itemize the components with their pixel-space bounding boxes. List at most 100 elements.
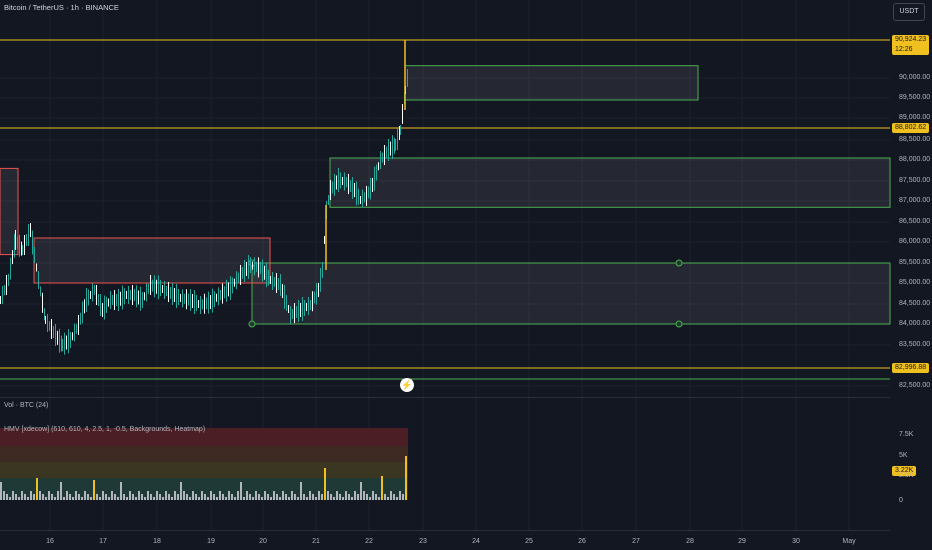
volume-bar [252, 497, 254, 500]
volume-bar [285, 494, 287, 500]
time-axis-tick: 17 [99, 538, 107, 545]
volume-bar [84, 491, 86, 500]
volume-bar [303, 494, 305, 500]
volume-bar [120, 482, 122, 500]
volume-bar [228, 491, 230, 500]
volume-bar [147, 491, 149, 500]
volume-bar [348, 494, 350, 500]
price-axis-tick: 83,500.00 [899, 341, 931, 348]
volume-bar [48, 491, 50, 500]
hmv-indicator-label[interactable]: HMV [xdecow] (610, 610, 4, 2.5, 1, -0.5,… [4, 426, 206, 433]
time-axis-tick: 22 [365, 538, 373, 545]
volume-bar [390, 491, 392, 500]
time-axis-tick: 16 [46, 538, 54, 545]
heatmap-band [0, 446, 408, 462]
volume-bar [111, 491, 113, 500]
volume-bar [165, 491, 167, 500]
volume-bar [93, 480, 95, 500]
volume-bar [42, 494, 44, 500]
volume-bar [222, 494, 224, 500]
price-axis-tick: 88,000.00 [899, 156, 931, 163]
volume-bar [75, 491, 77, 500]
volume-bar [231, 494, 233, 500]
volume-bar [0, 482, 2, 500]
volume-bar [15, 494, 17, 500]
volume-bar [21, 491, 23, 500]
volume-bar [198, 497, 200, 500]
volume-bar [375, 494, 377, 500]
currency-selector[interactable]: USDT [893, 3, 925, 21]
volume-bar [219, 491, 221, 500]
volume-bar [261, 497, 263, 500]
volume-bar [162, 497, 164, 500]
bar-countdown: 12:26 [895, 46, 913, 53]
time-axis-tick: 25 [525, 538, 533, 545]
volume-bar [378, 497, 380, 500]
volume-bar [300, 482, 302, 500]
volume-bar [195, 494, 197, 500]
volume-bar [201, 491, 203, 500]
volume-bar [87, 494, 89, 500]
volume-bar [225, 497, 227, 500]
volume-bar [318, 491, 320, 500]
volume-bar [90, 497, 92, 500]
volume-bar [96, 494, 98, 500]
volume-bar [141, 494, 143, 500]
volume-bar [297, 497, 299, 500]
volume-bar [312, 494, 314, 500]
price-axis-tick: 84,000.00 [899, 320, 931, 327]
symbol-title[interactable]: Bitcoin / TetherUS · 1h · BINANCE [4, 3, 119, 12]
price-axis-tick: 85,000.00 [899, 279, 931, 286]
green-zone [404, 65, 699, 101]
price-axis-tick: 82,500.00 [899, 382, 931, 389]
volume-bar [360, 482, 362, 500]
volume-bar [243, 497, 245, 500]
volume-bar [180, 482, 182, 500]
volume-bar [36, 478, 38, 500]
price-axis-tick: 90,000.00 [899, 74, 931, 81]
volume-bar [150, 494, 152, 500]
volume-bar [330, 494, 332, 500]
volume-bar [72, 497, 74, 500]
volume-indicator-label[interactable]: Vol · BTC (24) [4, 402, 49, 409]
volume-bar [186, 494, 188, 500]
volume-bar [294, 494, 296, 500]
pane-divider[interactable] [0, 397, 890, 398]
current-price-value: 90,924.23 [895, 36, 927, 43]
volume-bar [117, 497, 119, 500]
price-axis-tick: 86,000.00 [899, 238, 931, 245]
volume-bar [333, 497, 335, 500]
time-axis-divider [0, 530, 890, 531]
vol-axis-0: 0 [899, 497, 903, 504]
volume-bar [213, 494, 215, 500]
vol-axis-2.5k: 2.5K [899, 472, 914, 479]
vol-current-tag: 3.22K [892, 466, 917, 476]
volume-bar [105, 494, 107, 500]
red-zone [33, 237, 271, 284]
volume-bar [189, 497, 191, 500]
volume-bar [126, 497, 128, 500]
bolt-icon[interactable]: ⚡ [400, 378, 414, 392]
volume-bar [270, 497, 272, 500]
time-axis-tick: May [842, 538, 856, 545]
volume-bar [384, 494, 386, 500]
volume-bar [402, 494, 404, 500]
volume-bar [306, 497, 308, 500]
volume-bar [3, 491, 5, 500]
price-axis-tick: 88,500.00 [899, 136, 931, 143]
volume-bar [159, 494, 161, 500]
volume-bar [237, 491, 239, 500]
heatmap-band [0, 462, 408, 478]
volume-bar [24, 494, 26, 500]
vol-axis-7.5k: 7.5K [899, 431, 914, 438]
volume-bar [33, 494, 35, 500]
volume-bar [39, 491, 41, 500]
time-axis-tick: 18 [153, 538, 161, 545]
time-axis-tick: 27 [632, 538, 640, 545]
volume-bar [204, 494, 206, 500]
volume-bar [192, 491, 194, 500]
time-axis-tick: 20 [259, 538, 267, 545]
volume-bar [78, 494, 80, 500]
volume-bar [108, 497, 110, 500]
